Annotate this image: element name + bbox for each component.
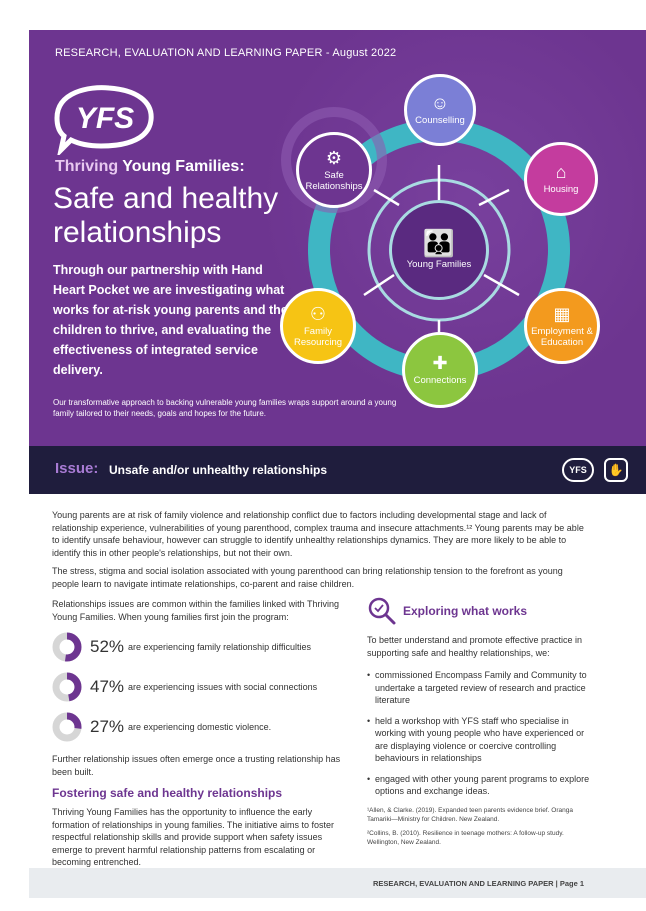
house-icon: ⌂ [555, 162, 567, 182]
yfs-mini-logo: YFS [562, 458, 594, 482]
people-talk-icon: ☺ [430, 93, 450, 113]
reference-1: ¹Allen, & Clarke. (2019). Expanded teen … [367, 806, 573, 823]
stat-description: are experiencing family relationship dif… [128, 642, 311, 652]
donut-chart-icon [52, 632, 82, 662]
stat-item: 47% are experiencing issues with social … [52, 671, 342, 703]
subtitle-young-families: Young Families: [118, 158, 245, 175]
list-item: engaged with other young parent programs… [367, 773, 597, 798]
exploring-heading: Exploring what works [403, 604, 528, 618]
presenter-icon: ▦ [553, 303, 571, 324]
right-column: Exploring what works To better understan… [367, 596, 597, 852]
node-safe-relationships: ⚙ Safe Relationships [296, 132, 372, 208]
approach-text: Our transformative approach to backing v… [53, 398, 397, 418]
stat-item: 27% are experiencing domestic violence. [52, 711, 342, 743]
node-label: Family Resourcing [293, 325, 343, 348]
actions-list: commissioned Encompass Family and Commun… [367, 669, 597, 798]
stat-description: are experiencing domestic violence. [128, 722, 272, 732]
exploring-header: Exploring what works [367, 596, 597, 626]
gear-icon: ⚙ [325, 147, 343, 168]
intro-text: Through our partnership with Hand Heart … [53, 263, 297, 377]
fostering-heading: Fostering safe and healthy relationships [52, 786, 283, 800]
donut-chart-icon [52, 712, 82, 742]
node-label: Employment & Education [531, 325, 593, 348]
exploring-intro: To better understand and promote effecti… [367, 635, 582, 658]
left-column: Relationships issues are common within t… [52, 598, 342, 869]
donut-fill [52, 632, 82, 662]
paragraph-stress: The stress, stigma and social isolation … [52, 566, 563, 589]
donut-fill [52, 672, 82, 702]
references: ¹Allen, & Clarke. (2019). Expanded teen … [367, 806, 597, 847]
issue-bar: Issue: Unsafe and/or unhealthy relations… [29, 446, 646, 494]
family-silhouette-icon: 👪 [422, 228, 456, 258]
issue-label: Issue: [55, 460, 99, 477]
puzzle-icon: ✚ [432, 353, 448, 373]
logo-text: YFS [76, 102, 134, 135]
node-label: Connections [413, 375, 467, 386]
service-diagram: 👪 Young Families ☺ Counselling ⌂ Housing… [274, 70, 604, 408]
donut-chart-icon [52, 672, 82, 702]
paper-topline: RESEARCH, EVALUATION AND LEARNING PAPER … [55, 47, 397, 59]
stat-percent: 52% [90, 637, 125, 656]
magnifier-icon [368, 597, 396, 625]
issue-text: Unsafe and/or unhealthy relationships [109, 463, 328, 477]
node-counselling: ☺ Counselling [404, 74, 476, 146]
node-housing: ⌂ Housing [524, 142, 598, 216]
list-item: held a workshop with YFS staff who speci… [367, 715, 597, 765]
program-subtitle: Thriving Young Families: [55, 158, 245, 176]
yfs-logo: YFS [54, 85, 154, 155]
node-employment-education: ▦ Employment & Education [524, 288, 600, 364]
stats-intro: Relationships issues are common within t… [52, 599, 339, 622]
stat-percent: 27% [90, 717, 125, 736]
footer-text: RESEARCH, EVALUATION AND LEARNING PAPER … [372, 879, 584, 888]
center-label: Young Families [406, 259, 472, 270]
subtitle-thriving: Thriving [55, 158, 119, 175]
stat-percent: 47% [90, 677, 125, 696]
partner-logos: YFS ✋ [562, 458, 628, 482]
node-label: Counselling [415, 115, 465, 126]
hero-banner: RESEARCH, EVALUATION AND LEARNING PAPER … [29, 30, 646, 446]
donut-fill [52, 712, 82, 742]
center-node-young-families: 👪 Young Families [389, 200, 489, 300]
family-icon: ⚇ [309, 303, 327, 324]
node-label: Safe Relationships [305, 169, 363, 192]
list-item: commissioned Encompass Family and Commun… [367, 669, 597, 707]
page-footer: RESEARCH, EVALUATION AND LEARNING PAPER … [29, 868, 646, 898]
after-stats-text: Further relationship issues often emerge… [52, 754, 341, 777]
stats-list: 52% are experiencing family relationship… [52, 631, 342, 743]
reference-2: ²Collins, B. (2010). Resilience in teena… [367, 829, 564, 846]
stat-description: are experiencing issues with social conn… [128, 682, 318, 692]
node-family-resourcing: ⚇ Family Resourcing [280, 288, 356, 364]
node-connections: ✚ Connections [402, 332, 478, 408]
fostering-text: Thriving Young Families has the opportun… [52, 807, 334, 867]
page-title: Safe and healthy relationships [53, 182, 279, 249]
paragraph-risk: Young parents are at risk of family viol… [52, 510, 584, 558]
hand-heart-pocket-logo-icon: ✋ [604, 458, 628, 482]
node-label: Housing [543, 184, 579, 195]
stat-item: 52% are experiencing family relationship… [52, 631, 342, 663]
